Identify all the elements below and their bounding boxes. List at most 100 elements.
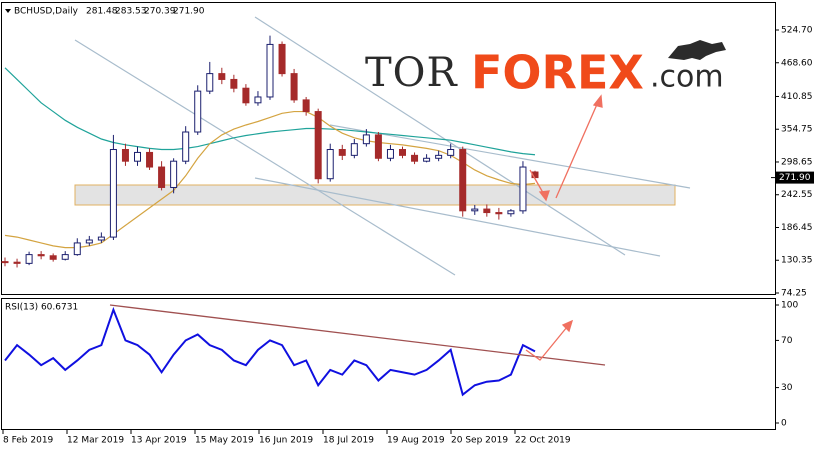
candle-body	[423, 157, 431, 162]
candle-body	[338, 149, 346, 156]
candle-body	[386, 149, 394, 159]
y-tick-label: 186.45	[781, 223, 813, 233]
x-tick-label: 12 Mar 2019	[67, 436, 124, 446]
trend-line	[254, 16, 626, 256]
rsi-tick-label: 100	[781, 301, 798, 311]
logo-bull	[668, 40, 726, 60]
candle-body	[25, 254, 33, 264]
rsi-panel	[1, 298, 776, 430]
header-marker	[5, 9, 11, 13]
candle-body	[182, 131, 190, 162]
x-tick-label: 19 Aug 2019	[387, 436, 445, 446]
candle-body	[362, 134, 370, 145]
ma-fast	[4, 110, 536, 249]
candle-body	[37, 254, 45, 257]
x-tick-label: 15 May 2019	[195, 436, 254, 446]
candle-body	[134, 151, 141, 162]
candle-body	[206, 73, 214, 92]
support-zone	[74, 184, 676, 206]
x-tick-label: 22 Oct 2019	[515, 436, 571, 446]
candle-body	[266, 43, 274, 98]
trend-lines	[74, 16, 691, 276]
y-tick-label: 130.35	[781, 256, 813, 266]
candle-body	[447, 149, 455, 156]
logo-com: .com	[650, 60, 724, 95]
candle-body	[374, 134, 382, 159]
header-open: 281.48	[86, 7, 118, 17]
arrow-head	[538, 190, 550, 202]
y-tick-label: 242.55	[781, 190, 813, 200]
x-tick-label: 20 Sep 2019	[451, 436, 508, 446]
candle-body	[483, 208, 491, 214]
header-low: 270.39	[144, 7, 176, 17]
x-tick-label: 8 Feb 2019	[3, 436, 54, 446]
candle-body	[73, 242, 81, 256]
candle-body	[254, 96, 262, 104]
last-price-label: 271.90	[779, 173, 811, 183]
candle-body	[459, 149, 467, 212]
arrow	[555, 101, 599, 199]
candle-body	[230, 78, 238, 89]
rsi-tick-label: 70	[781, 336, 793, 346]
candle-body	[49, 255, 57, 260]
candle-body	[170, 160, 178, 188]
candle-body	[278, 43, 286, 75]
rsi-line	[4, 306, 536, 397]
candle-body	[109, 149, 117, 238]
logo-tor: TOR	[365, 50, 458, 96]
candle-body	[121, 149, 129, 162]
candle-body	[326, 149, 334, 180]
candle-body	[290, 73, 298, 101]
rsi-title: RSI(13) 60.6731	[5, 303, 78, 313]
candle-body	[435, 154, 443, 159]
forecast-arrows	[109, 94, 606, 366]
arrow-head	[561, 319, 574, 333]
rsi-tick-label: 0	[781, 419, 787, 429]
candle-body	[1, 261, 9, 264]
rsi-trend-line	[109, 304, 606, 366]
arrow-head	[592, 94, 603, 108]
trend-line	[74, 39, 456, 276]
price-panel	[1, 2, 776, 295]
x-tick-label: 18 Jul 2019	[323, 436, 374, 446]
candle-body	[242, 87, 250, 104]
candle-body	[399, 149, 406, 156]
y-tick-label: 468.60	[781, 58, 813, 68]
trend-line	[254, 177, 661, 257]
candle-body	[471, 208, 479, 212]
header-close: 271.90	[173, 7, 205, 17]
marks	[1, 35, 539, 397]
last-price-box	[776, 171, 814, 184]
y-tick-label: 410.85	[781, 92, 813, 102]
ma-slow	[4, 67, 536, 156]
candle-body	[158, 166, 166, 188]
x-tick-label: 13 Apr 2019	[131, 436, 187, 446]
y-tick-label: 524.70	[781, 26, 813, 36]
candle-body	[218, 73, 226, 80]
header-high: 283.53	[115, 7, 147, 17]
symbol-title: BCHUSD,Daily	[14, 7, 79, 17]
candle-body	[350, 143, 358, 156]
candle-body	[61, 254, 69, 260]
logo-forex: FOREX	[471, 46, 644, 100]
candle-body	[519, 166, 527, 212]
y-tick-label: 298.65	[781, 157, 813, 167]
y-tick-label: 74.25	[781, 289, 807, 299]
y-tick-label: 354.75	[781, 125, 813, 135]
x-tick-label: 16 Jun 2019	[259, 436, 313, 446]
candle-body	[146, 151, 154, 168]
candle-body	[411, 154, 419, 162]
rsi-tick-label: 30	[781, 383, 793, 393]
candle-body	[302, 99, 310, 113]
candle-body	[194, 90, 202, 133]
candle-body	[314, 111, 322, 180]
candle-body	[507, 210, 515, 215]
candle-body	[495, 212, 503, 215]
candle-body	[85, 239, 93, 244]
candle-body	[13, 261, 21, 264]
candle-body	[97, 236, 105, 241]
arrow	[525, 326, 568, 361]
trend-line	[329, 124, 691, 189]
